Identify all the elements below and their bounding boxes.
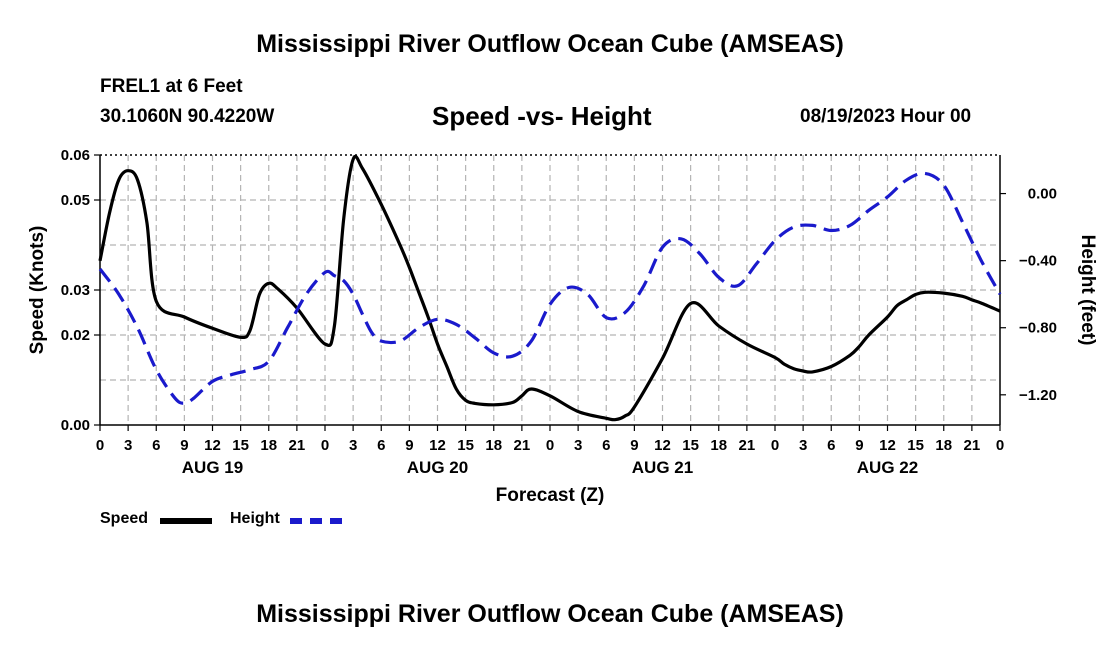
- legend-speed-label: Speed: [100, 510, 149, 527]
- x-tick-label: 18: [260, 437, 277, 454]
- y-tick-label: 0.06: [61, 147, 90, 164]
- x-tick-label: 6: [602, 437, 610, 454]
- x-tick-label: 21: [514, 437, 531, 454]
- x-tick-label: 21: [739, 437, 756, 454]
- station-label: FREL1 at 6 Feet: [100, 76, 243, 97]
- y2-tick-label: −0.80: [1019, 320, 1057, 337]
- legend-height-label: Height: [230, 510, 280, 527]
- grid: [100, 155, 1000, 425]
- x-tick-label: 0: [96, 437, 104, 454]
- ticks: 0 3 6 9 12 15 18 21 0 3 6 9 12 15 18 21 0 3 6 9 12 15 18 21 0 3 6 9…: [27, 147, 1098, 506]
- y-tick-label: 0.05: [61, 192, 90, 209]
- y2-tick-label: 0.00: [1028, 186, 1057, 203]
- x-tick-label: 15: [682, 437, 699, 454]
- x-tick-label: 18: [485, 437, 502, 454]
- day-label: AUG 20: [407, 458, 468, 477]
- x-tick-label: 3: [124, 437, 132, 454]
- x-tick-label: 3: [799, 437, 807, 454]
- footer-title: Mississippi River Outflow Ocean Cube (AM…: [256, 600, 844, 628]
- y-tick-label: 0.03: [61, 282, 90, 299]
- day-label: AUG 21: [632, 458, 693, 477]
- main-title: Mississippi River Outflow Ocean Cube (AM…: [256, 30, 844, 58]
- x-tick-label: 9: [855, 437, 863, 454]
- x-tick-label: 21: [964, 437, 981, 454]
- x-tick-label: 12: [204, 437, 221, 454]
- series: [98, 154, 1002, 422]
- legend-height-line: [290, 518, 342, 524]
- x-tick-label: 12: [879, 437, 896, 454]
- x-tick-label: 21: [289, 437, 306, 454]
- x-tick-label: 15: [907, 437, 924, 454]
- x-tick-label: 15: [457, 437, 474, 454]
- y2-axis-title: Height (feet): [1077, 235, 1098, 346]
- x-tick-label: 15: [232, 437, 249, 454]
- x-tick-label: 9: [180, 437, 188, 454]
- x-tick-label: 6: [152, 437, 160, 454]
- x-tick-label: 12: [654, 437, 671, 454]
- x-tick-label: 3: [574, 437, 582, 454]
- x-tick-label: 0: [546, 437, 554, 454]
- legend-speed-line: [160, 518, 212, 524]
- x-tick-label: 6: [377, 437, 385, 454]
- x-tick-label: 3: [349, 437, 357, 454]
- speed-height-chart: 0 3 6 9 12 15 18 21 0 3 6 9 12 15 18 21 0 3 6 9 12 15 18 21 0 3 6 9…: [27, 147, 1098, 506]
- x-tick-label: 12: [429, 437, 446, 454]
- datetime-label: 08/19/2023 Hour 00: [800, 106, 972, 127]
- x-tick-label: 9: [405, 437, 413, 454]
- x-tick-label: 0: [321, 437, 329, 454]
- x-tick-label: 0: [771, 437, 779, 454]
- x-tick-label: 18: [710, 437, 727, 454]
- x-tick-label: 6: [827, 437, 835, 454]
- day-label: AUG 22: [857, 458, 918, 477]
- y-tick-label: 0.00: [61, 417, 90, 434]
- height-series-line: [98, 171, 1002, 405]
- y-tick-label: 0.02: [61, 327, 90, 344]
- plot-title: Speed -vs- Height: [432, 101, 652, 131]
- y-axis-title: Speed (Knots): [27, 226, 48, 355]
- location-label: 30.1060N 90.4220W: [100, 106, 275, 127]
- x-tick-label: 0: [996, 437, 1004, 454]
- y2-tick-label: −1.20: [1019, 387, 1057, 404]
- day-label: AUG 19: [182, 458, 243, 477]
- x-tick-label: 9: [630, 437, 638, 454]
- x-tick-label: 18: [935, 437, 952, 454]
- speed-series-line: [98, 154, 1001, 422]
- x-axis-title: Forecast (Z): [496, 485, 605, 506]
- y2-tick-label: −0.40: [1019, 253, 1057, 270]
